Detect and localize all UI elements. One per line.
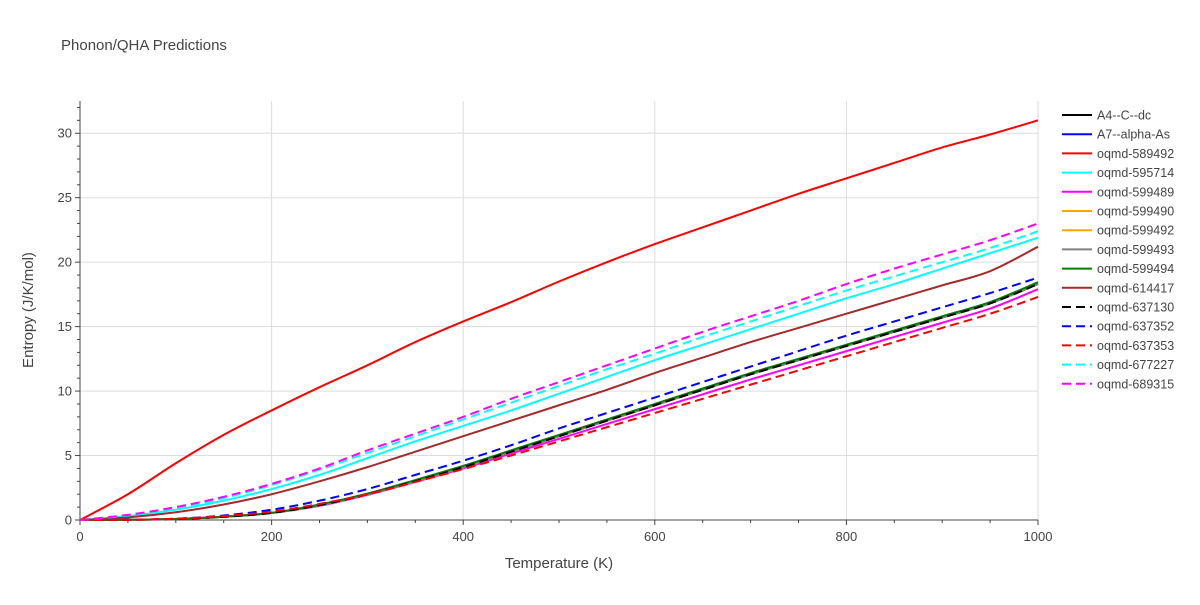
series-line-oqmd-637352	[79, 276, 1039, 521]
legend-item[interactable]: A4--C--dc	[1062, 109, 1151, 123]
series-line-oqmd-599492	[79, 283, 1039, 521]
grid	[80, 101, 1039, 520]
legend: A4--C--dc A7--alpha-As oqmd-589492 oqmd-595…	[1062, 109, 1174, 391]
legend-item[interactable]: oqmd-599490	[1062, 205, 1174, 219]
y-tick-label: 10	[58, 384, 72, 399]
legend-item[interactable]: oqmd-689315	[1062, 377, 1174, 391]
legend-label: oqmd-614417	[1097, 281, 1174, 295]
y-tick-label: 0	[65, 513, 72, 528]
y-tick-label: 25	[58, 190, 72, 205]
series-line-oqmd-599493	[79, 283, 1039, 521]
legend-item[interactable]: A7--alpha-As	[1062, 128, 1170, 142]
x-tick-label: 1000	[1024, 529, 1053, 544]
y-tick-label: 20	[58, 255, 72, 270]
legend-item[interactable]: oqmd-677227	[1062, 358, 1174, 372]
legend-item[interactable]: oqmd-614417	[1062, 281, 1174, 295]
y-axis-title: Entropy (J/K/mol)	[20, 252, 37, 368]
series-lines	[79, 119, 1039, 521]
series-line-oqmd-677227	[79, 230, 1039, 521]
legend-label: oqmd-599494	[1097, 262, 1174, 276]
x-tick-label: 400	[452, 529, 474, 544]
legend-label: oqmd-677227	[1097, 358, 1174, 372]
chart-title: Phonon/QHA Predictions	[61, 37, 227, 54]
legend-label: oqmd-589492	[1097, 147, 1174, 161]
x-tick-label: 200	[261, 529, 283, 544]
legend-label: oqmd-599489	[1097, 185, 1174, 199]
x-tick-label: 800	[836, 529, 858, 544]
legend-item[interactable]: oqmd-637130	[1062, 301, 1174, 315]
legend-item[interactable]: oqmd-599489	[1062, 185, 1174, 199]
legend-label: oqmd-599493	[1097, 243, 1174, 257]
y-tick-label: 15	[58, 319, 72, 334]
legend-item[interactable]: oqmd-599492	[1062, 224, 1174, 238]
y-tick-label: 30	[58, 126, 72, 141]
x-tick-label: 0	[76, 529, 83, 544]
legend-label: oqmd-637130	[1097, 301, 1174, 315]
series-line-A7--alpha-As	[79, 282, 1039, 521]
legend-label: oqmd-689315	[1097, 377, 1174, 391]
legend-label: oqmd-637353	[1097, 339, 1174, 353]
legend-item[interactable]: oqmd-599494	[1062, 262, 1174, 276]
axes: 0 200 400 600 800 1000 0 5 10 15 20 25 30	[58, 101, 1053, 544]
legend-label: oqmd-637352	[1097, 320, 1174, 334]
legend-item[interactable]: oqmd-595714	[1062, 166, 1174, 180]
series-line-oqmd-595714	[79, 236, 1039, 521]
series-line-oqmd-599490	[79, 283, 1039, 521]
legend-label: oqmd-599492	[1097, 224, 1174, 238]
series-line-oqmd-589492	[79, 119, 1039, 521]
x-axis-title: Temperature (K)	[505, 555, 613, 572]
series-line-A4--C--dc	[79, 283, 1039, 521]
legend-label: A7--alpha-As	[1097, 128, 1170, 142]
series-line-oqmd-599494	[79, 281, 1039, 521]
series-line-oqmd-614417	[79, 245, 1039, 521]
series-line-oqmd-637353	[79, 296, 1039, 521]
legend-item[interactable]: oqmd-637352	[1062, 320, 1174, 334]
x-tick-label: 600	[644, 529, 666, 544]
series-line-oqmd-637130	[79, 283, 1039, 521]
legend-item[interactable]: oqmd-637353	[1062, 339, 1174, 353]
legend-label: A4--C--dc	[1097, 109, 1151, 123]
series-line-oqmd-689315	[79, 222, 1039, 521]
y-tick-label: 5	[65, 448, 72, 463]
legend-label: oqmd-599490	[1097, 205, 1174, 219]
legend-label: oqmd-595714	[1097, 166, 1174, 180]
legend-item[interactable]: oqmd-589492	[1062, 147, 1174, 161]
legend-item[interactable]: oqmd-599493	[1062, 243, 1174, 257]
